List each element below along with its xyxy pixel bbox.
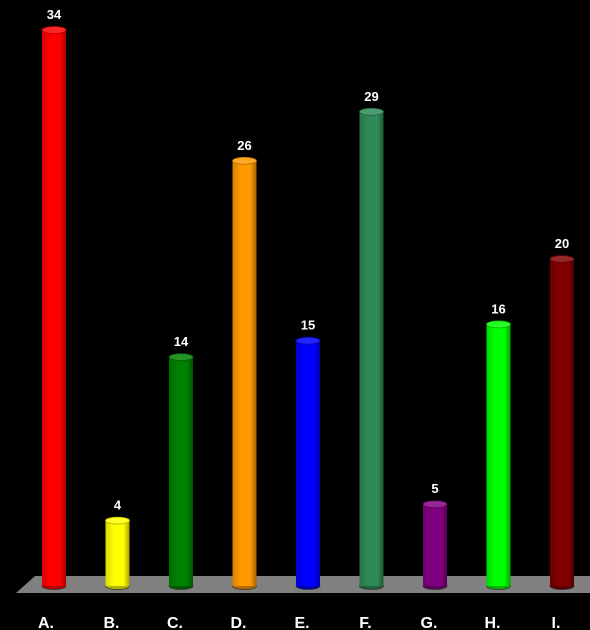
bar-i [549, 255, 575, 590]
bar-cap-h [486, 320, 511, 329]
category-label-h: H. [485, 615, 501, 630]
bar-cap-e [295, 336, 321, 345]
bar-c [168, 353, 194, 590]
bar-h [486, 320, 511, 590]
category-label-i: I. [552, 615, 561, 630]
bar-body-b [105, 520, 130, 586]
category-label-e: E. [294, 615, 309, 630]
category-label-a: A. [38, 615, 54, 630]
value-labels-group: 34 4 14 26 15 29 5 16 20 [47, 7, 569, 513]
bar-cap-g [422, 500, 448, 509]
bar-g [422, 500, 448, 590]
value-label-e: 15 [301, 318, 315, 333]
bar-e [295, 336, 321, 590]
bar-body-h [486, 324, 511, 586]
bar-cap-c [168, 353, 194, 361]
bar-cap-f [359, 107, 384, 116]
category-label-b: B. [104, 615, 120, 630]
bar-cap-b [105, 516, 130, 525]
bar-f [359, 107, 384, 590]
value-label-i: 20 [555, 236, 569, 251]
value-label-g: 5 [431, 481, 438, 496]
bar-body-c [169, 357, 193, 586]
category-label-f: F. [359, 615, 371, 630]
bar-body-e [296, 340, 320, 586]
bar-cap-a [41, 26, 67, 34]
bar-body-g [423, 504, 447, 586]
bar-cap-i [549, 255, 575, 263]
bars-group [41, 26, 575, 590]
value-label-h: 16 [491, 301, 505, 316]
value-label-a: 34 [47, 7, 62, 22]
category-labels-group: A. B. C. D. E. F. G. H. I. [38, 615, 560, 630]
bar-a [41, 26, 67, 590]
bar-body-a [42, 30, 66, 586]
category-label-g: G. [421, 615, 438, 630]
value-label-b: 4 [114, 498, 122, 513]
value-label-c: 14 [174, 334, 189, 349]
bar-body-d [232, 160, 257, 586]
bar-body-i [550, 258, 574, 586]
bar-b [105, 516, 130, 590]
bar-cap-d [232, 156, 257, 165]
category-label-d: D. [231, 615, 247, 630]
category-label-c: C. [167, 615, 183, 630]
value-label-d: 26 [237, 138, 251, 153]
bar-body-f [359, 111, 384, 586]
value-label-f: 29 [364, 89, 378, 104]
bar-d [232, 156, 257, 590]
